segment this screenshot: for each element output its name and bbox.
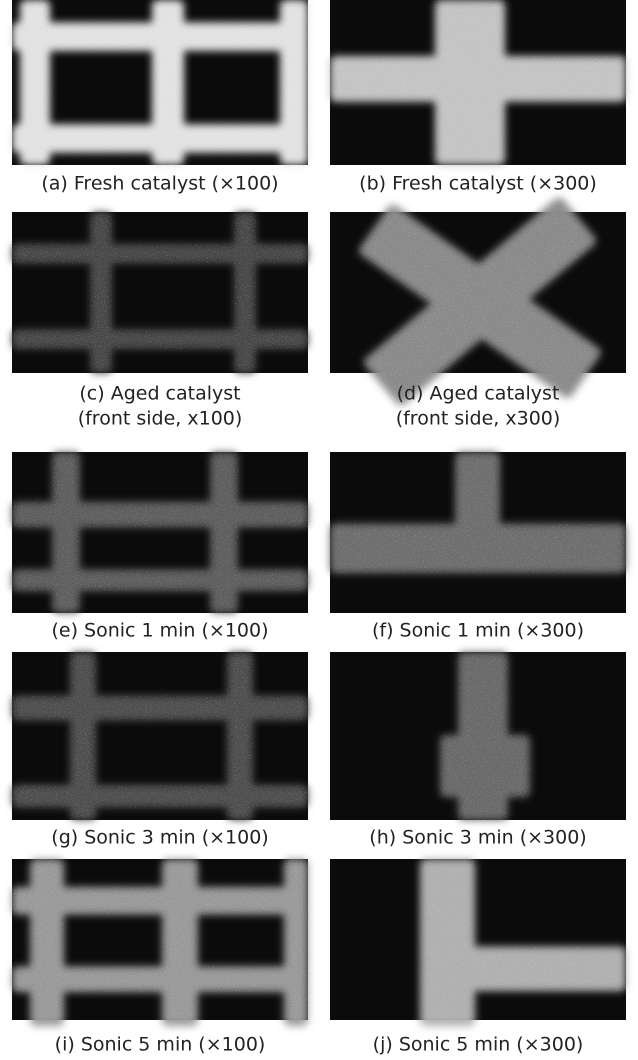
speckle-area [420,859,475,1026]
image-background [330,859,626,1020]
micrograph [330,859,626,1026]
caption: (front side, x300) [396,408,561,430]
caption: (e) Sonic 1 min (×100) [51,620,268,642]
speckle-area [12,696,308,721]
micrograph [12,452,308,613]
caption: (front side, x100) [78,408,243,430]
speckle-area [330,56,626,102]
micrograph [330,195,626,407]
speckle-area [12,124,308,153]
caption: (i) Sonic 5 min (×100) [55,1034,266,1056]
speckle-area [12,569,308,591]
micrograph [12,0,308,165]
caption: (h) Sonic 3 min (×300) [369,827,586,849]
speckle-area [12,966,308,992]
caption: (b) Fresh catalyst (×300) [359,173,597,195]
speckle-area [162,859,198,1026]
caption: (d) Aged catalyst [397,383,560,405]
micrograph [12,652,308,820]
figure: (a) Fresh catalyst (×100) (b) Fresh catal… [0,0,638,1060]
micrograph [330,652,626,820]
caption: (f) Sonic 1 min (×300) [372,620,584,642]
speckle-area [12,244,308,264]
speckle-area [12,785,308,808]
speckle-area [440,735,530,797]
micrograph [330,0,626,165]
speckle-area [12,887,308,915]
micrograph [12,859,308,1026]
speckle-area [284,859,308,1026]
speckle-area [455,452,500,541]
speckle-area [12,329,308,349]
caption: (a) Fresh catalyst (×100) [41,173,278,195]
speckle-area [420,946,626,991]
caption: (c) Aged catalyst [79,383,240,405]
micrograph [12,212,308,373]
caption: (j) Sonic 5 min (×300) [373,1034,584,1056]
speckle-area [12,502,308,528]
page: (a) Fresh catalyst (×100) (b) Fresh catal… [0,0,638,1060]
micrograph [330,452,626,613]
caption: (g) Sonic 3 min (×100) [51,827,268,849]
speckle-area [30,859,64,1026]
speckle-area [12,22,308,51]
